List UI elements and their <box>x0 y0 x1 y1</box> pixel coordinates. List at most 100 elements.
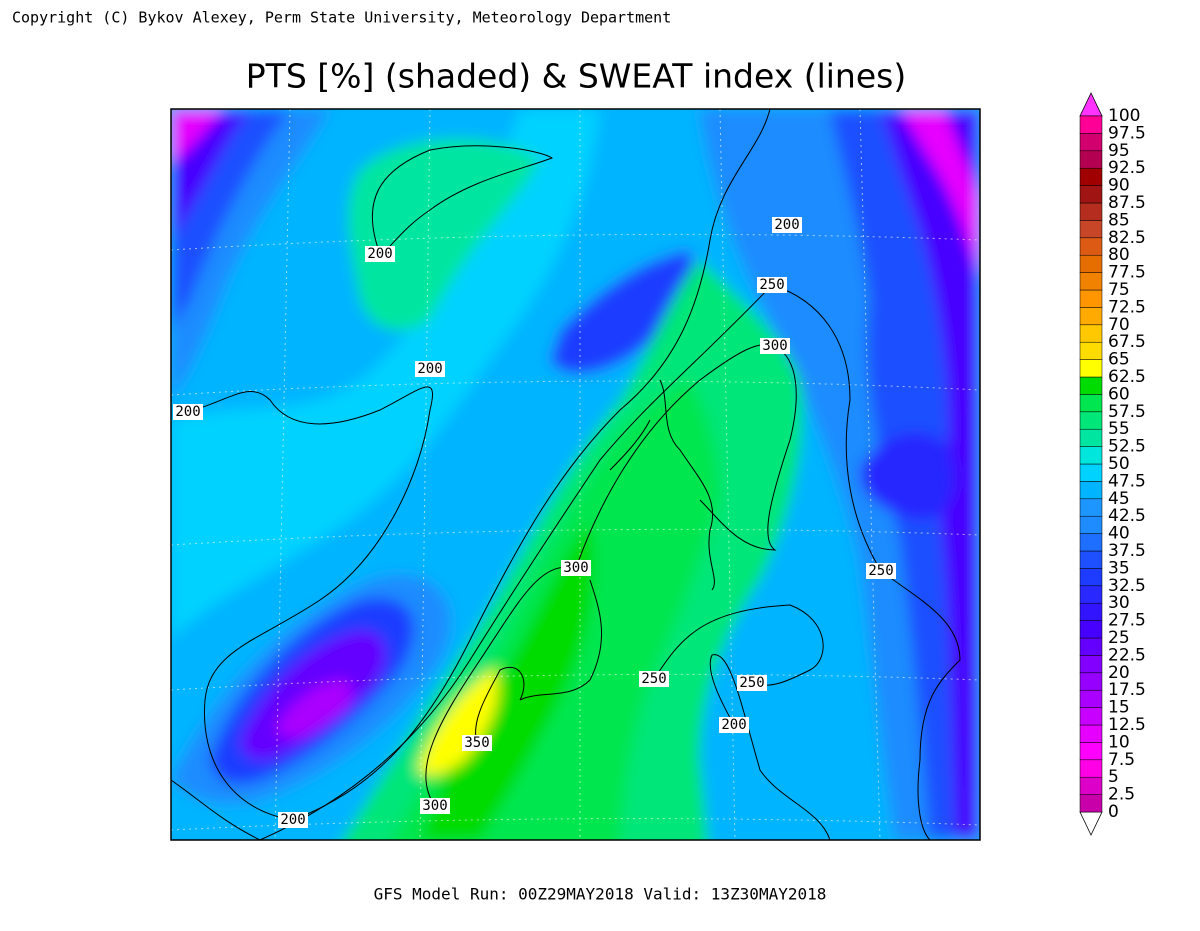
colorbar-label: 52.5 <box>1108 437 1146 457</box>
contour-label-box <box>719 717 749 733</box>
colorbar-label: 50 <box>1108 454 1130 474</box>
colorbar-label: 35 <box>1108 558 1130 578</box>
colorbar-box <box>1079 359 1103 378</box>
colorbar-box <box>1079 794 1103 813</box>
colorbar-box <box>1079 254 1103 273</box>
contour-label-box <box>772 217 802 233</box>
colorbar-label: 45 <box>1108 489 1130 509</box>
colorbar-label: 80 <box>1108 245 1130 265</box>
pts-shade <box>171 109 225 165</box>
contour-label-box <box>639 671 669 687</box>
contour-label-box <box>415 361 445 377</box>
pts-shade <box>171 109 600 640</box>
pts-shade <box>275 680 353 738</box>
colorbar-label: 57.5 <box>1108 402 1146 422</box>
colorbar-box <box>1079 394 1103 413</box>
colorbar-label: 62.5 <box>1108 367 1146 387</box>
colorbar-label: 10 <box>1108 732 1130 752</box>
pts-shade <box>418 668 499 776</box>
colorbar-box <box>1079 237 1103 256</box>
colorbar-label: 85 <box>1108 210 1130 230</box>
colorbar-box <box>1079 341 1103 360</box>
colorbar-label: 97.5 <box>1108 123 1146 143</box>
colorbar-box <box>1079 515 1103 534</box>
colorbar-box <box>1079 498 1103 517</box>
colorbar-label: 20 <box>1108 663 1130 683</box>
colorbar-label: 17.5 <box>1108 680 1146 700</box>
pts-shade <box>860 432 954 520</box>
pts-shade <box>550 250 693 374</box>
colorbar-label: 90 <box>1108 176 1130 196</box>
colorbar-box <box>1079 272 1103 291</box>
contour-label: 300 <box>762 338 787 354</box>
colorbar-box <box>1079 776 1103 795</box>
colorbar-label: 32.5 <box>1108 576 1146 596</box>
colorbar-box <box>1079 689 1103 708</box>
colorbar-box <box>1079 428 1103 447</box>
colorbar-box <box>1079 133 1103 152</box>
colorbar-box <box>1079 585 1103 604</box>
colorbar-label: 37.5 <box>1108 541 1146 561</box>
colorbar-label: 30 <box>1108 593 1130 613</box>
contour-label: 200 <box>367 246 392 262</box>
colorbar-label: 55 <box>1108 419 1130 439</box>
colorbar: 02.557.51012.51517.52022.52527.53032.535… <box>1079 92 1146 836</box>
colorbar-box <box>1079 620 1103 639</box>
colorbar-label: 22.5 <box>1108 645 1146 665</box>
colorbar-label: 27.5 <box>1108 611 1146 631</box>
contour-label-box <box>760 338 790 354</box>
colorbar-box <box>1079 150 1103 169</box>
colorbar-box <box>1079 115 1103 134</box>
colorbar-box <box>1079 167 1103 186</box>
colorbar-label: 0 <box>1108 802 1119 822</box>
colorbar-box <box>1079 289 1103 308</box>
colorbar-label: 87.5 <box>1108 193 1146 213</box>
colorbar-box <box>1079 411 1103 430</box>
contour-label: 200 <box>721 717 746 733</box>
contour-label: 250 <box>739 675 764 691</box>
colorbar-label: 95 <box>1108 141 1130 161</box>
contour-label: 200 <box>175 404 200 420</box>
colorbar-label: 2.5 <box>1108 785 1135 805</box>
colorbar-box <box>1079 568 1103 587</box>
copyright: Copyright (C) Bykov Alexey, Perm State U… <box>12 9 671 27</box>
colorbar-box <box>1079 655 1103 674</box>
contour-label-box <box>866 563 896 579</box>
contour-label: 250 <box>759 277 784 293</box>
colorbar-box <box>1079 481 1103 500</box>
colorbar-box <box>1079 742 1103 761</box>
colorbar-box <box>1079 672 1103 691</box>
colorbar-label: 15 <box>1108 698 1130 718</box>
colorbar-label: 25 <box>1108 628 1130 648</box>
pts-shade <box>880 109 980 840</box>
colorbar-box <box>1079 446 1103 465</box>
contour-label: 300 <box>563 560 588 576</box>
colorbar-box <box>1079 185 1103 204</box>
contour-label-box <box>420 798 450 814</box>
pts-shade <box>900 109 980 280</box>
colorbar-box <box>1079 307 1103 326</box>
contour-label-box <box>561 560 591 576</box>
contour-label-box <box>173 404 203 420</box>
contour-label-box <box>757 277 787 293</box>
colorbar-label: 42.5 <box>1108 506 1146 526</box>
colorbar-box <box>1079 724 1103 743</box>
colorbar-label: 60 <box>1108 384 1130 404</box>
map: 200 200 200 200 250 300 300 250 250 250 200 350 300 2… <box>171 109 980 840</box>
colorbar-box <box>1079 637 1103 656</box>
contour-label: 200 <box>280 812 305 828</box>
colorbar-box <box>1079 324 1103 343</box>
colorbar-box <box>1079 759 1103 778</box>
colorbar-box <box>1079 533 1103 552</box>
colorbar-label: 7.5 <box>1108 750 1135 770</box>
contour-label: 200 <box>774 217 799 233</box>
footer: GFS Model Run: 00Z29MAY2018 Valid: 13Z30… <box>374 885 827 904</box>
colorbar-label: 67.5 <box>1108 332 1146 352</box>
contour-label-box <box>365 246 395 262</box>
colorbar-box <box>1079 202 1103 221</box>
colorbar-label: 72.5 <box>1108 297 1146 317</box>
colorbar-above <box>1079 92 1103 117</box>
contour-label: 300 <box>422 798 447 814</box>
contour-label: 350 <box>464 735 489 751</box>
